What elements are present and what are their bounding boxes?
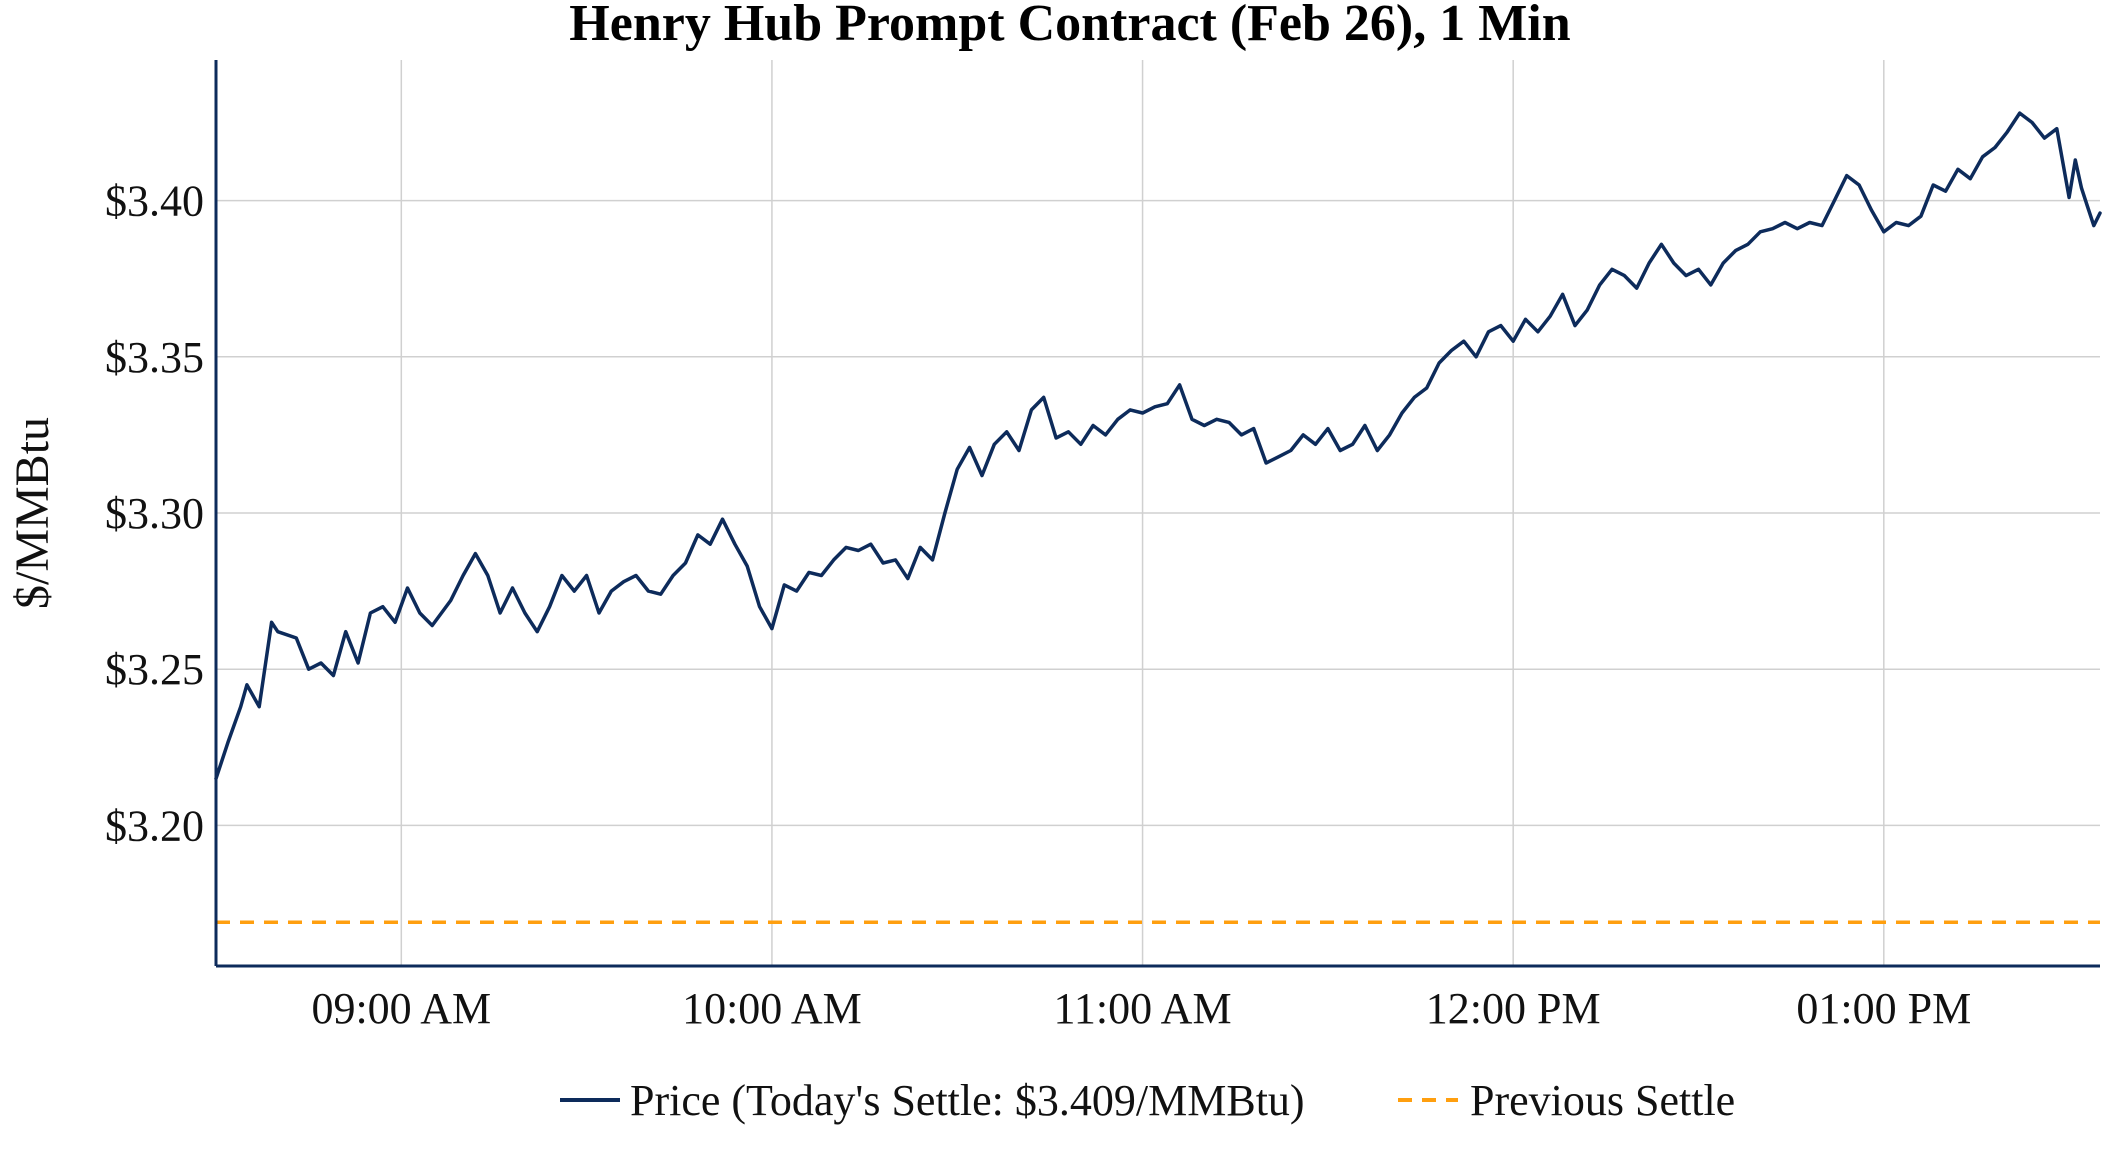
- y-tick-label: $3.25: [105, 645, 204, 694]
- chart-title: Henry Hub Prompt Contract (Feb 26), 1 Mi…: [569, 0, 1570, 52]
- legend-label-price: Price (Today's Settle: $3.409/MMBtu): [630, 1076, 1305, 1125]
- price-series-line: [214, 111, 2102, 781]
- y-axis-label: $/MMBtu: [6, 417, 59, 609]
- y-tick-label: $3.40: [105, 177, 204, 226]
- grid-layer: [216, 60, 2100, 966]
- series-layer: [214, 111, 2102, 925]
- x-tick-label: 12:00 PM: [1426, 984, 1601, 1033]
- x-tick-label: 01:00 PM: [1796, 984, 1971, 1033]
- y-tick-label: $3.30: [105, 489, 204, 538]
- x-tick-labels: 09:00 AM 10:00 AM 11:00 AM 12:00 PM 01:00 PM: [311, 984, 1971, 1033]
- legend: Price (Today's Settle: $3.409/MMBtu) Pre…: [560, 1076, 1735, 1125]
- y-tick-label: $3.20: [105, 801, 204, 850]
- x-tick-label: 10:00 AM: [682, 984, 862, 1033]
- legend-label-previous-settle: Previous Settle: [1470, 1076, 1735, 1125]
- y-tick-labels: $3.20 $3.25 $3.30 $3.35 $3.40: [105, 177, 204, 851]
- x-tick-label: 11:00 AM: [1054, 984, 1232, 1033]
- x-tick-label: 09:00 AM: [311, 984, 491, 1033]
- y-tick-label: $3.35: [105, 333, 204, 382]
